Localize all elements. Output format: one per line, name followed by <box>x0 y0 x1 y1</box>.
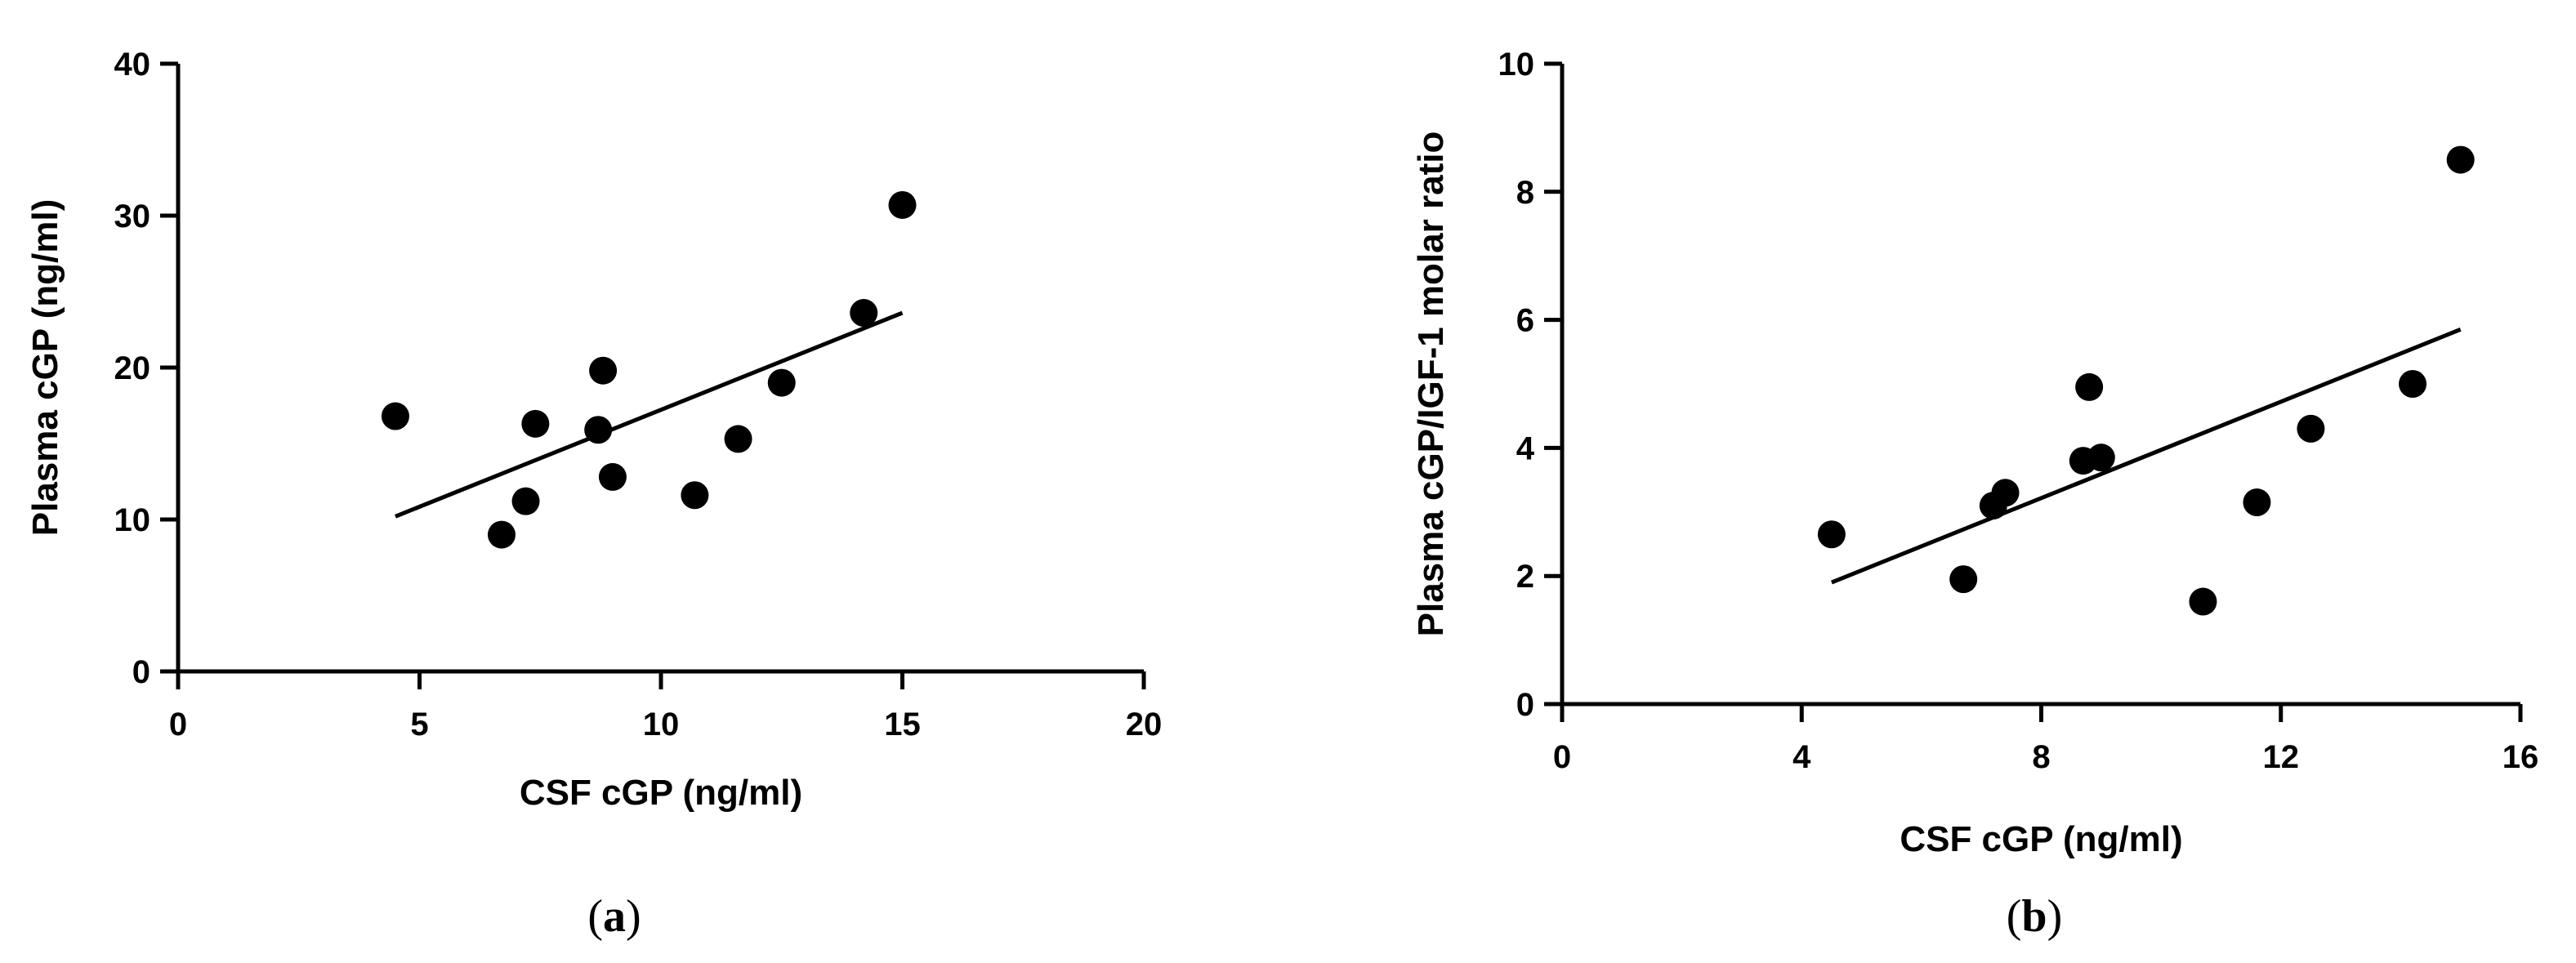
y-tick-label: 8 <box>1516 175 1534 211</box>
data-point <box>767 368 796 397</box>
data-point <box>1991 479 2020 507</box>
data-point <box>2297 414 2325 443</box>
data-point <box>1817 520 1846 549</box>
data-point <box>2399 370 2427 398</box>
data-point <box>1949 565 1978 594</box>
y-tick-label: 20 <box>114 350 151 386</box>
x-tick-label: 16 <box>2502 739 2539 775</box>
x-axis-title: CSF cGP (ng/ml) <box>520 773 802 813</box>
data-point <box>521 409 550 438</box>
y-axis-title: Plasma cGP (ng/ml) <box>25 199 65 536</box>
data-point <box>2243 488 2271 517</box>
data-point <box>381 402 409 430</box>
data-point <box>724 425 752 453</box>
x-tick-label: 4 <box>1792 739 1811 775</box>
data-point <box>589 356 618 385</box>
x-tick-label: 15 <box>884 707 921 742</box>
x-tick-label: 0 <box>169 707 187 742</box>
y-tick-label: 10 <box>1498 47 1535 82</box>
data-point <box>2189 587 2217 616</box>
data-point <box>584 416 613 444</box>
y-tick-label: 0 <box>132 654 150 690</box>
x-tick-label: 5 <box>410 707 428 742</box>
chart-b: 0 4 8 12 16 0 2 4 6 8 10 CSF cGP (ng/ml) Plasma cGP/… <box>1411 47 2538 942</box>
data-point <box>888 190 917 219</box>
regression-line <box>1830 328 2462 585</box>
panel-label: (b) <box>2007 891 2062 942</box>
data-point <box>850 299 878 328</box>
x-tick-label: 12 <box>2263 739 2300 775</box>
y-tick-label: 0 <box>1516 687 1534 723</box>
x-tick-label: 10 <box>643 707 680 742</box>
y-tick-label: 40 <box>114 47 151 82</box>
x-tick-label: 8 <box>2032 739 2050 775</box>
x-tick-label: 0 <box>1553 739 1571 775</box>
y-tick-label: 10 <box>114 502 151 538</box>
data-point <box>2446 145 2475 174</box>
data-point <box>598 462 627 491</box>
data-point <box>487 520 516 549</box>
data-point <box>2087 444 2115 472</box>
data-point <box>2075 372 2104 401</box>
data-point <box>511 487 540 515</box>
panel-label: (a) <box>587 891 641 942</box>
y-tick-label: 6 <box>1516 303 1534 339</box>
x-tick-label: 20 <box>1126 707 1163 742</box>
y-tick-label: 30 <box>114 198 151 234</box>
y-tick-label: 4 <box>1516 430 1535 466</box>
y-axis-title: Plasma cGP/IGF-1 molar ratio <box>1411 132 1451 637</box>
chart-a: 0 5 10 15 20 0 10 20 30 40 CSF cGP (ng/ml) Plasma c… <box>25 47 1162 942</box>
data-point <box>681 481 709 510</box>
y-tick-label: 2 <box>1516 559 1534 595</box>
x-axis-title: CSF cGP (ng/ml) <box>1900 819 2182 859</box>
regression-line <box>395 310 904 519</box>
